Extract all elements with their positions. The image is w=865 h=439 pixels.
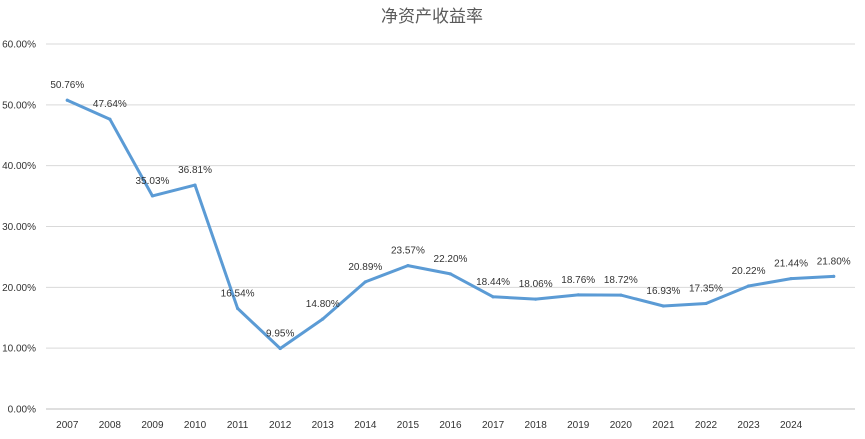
y-tick-label: 60.00% <box>2 40 36 51</box>
data-point <box>321 317 325 321</box>
x-tick-label: 2018 <box>525 420 548 431</box>
data-point <box>491 295 495 299</box>
data-point <box>108 117 112 121</box>
data-point <box>65 98 69 102</box>
data-label: 50.76% <box>50 80 84 91</box>
x-tick-label: 2014 <box>354 420 377 431</box>
data-label: 36.81% <box>178 165 212 176</box>
series-layer <box>65 98 836 351</box>
data-point <box>150 194 155 198</box>
data-point <box>576 293 580 297</box>
data-label: 20.89% <box>348 262 382 273</box>
data-point <box>363 280 367 284</box>
x-tick-label: 2009 <box>141 420 164 431</box>
data-point <box>236 306 240 310</box>
data-point <box>746 284 751 288</box>
data-point <box>704 301 708 306</box>
data-label: 18.44% <box>476 277 510 288</box>
data-point <box>406 264 410 268</box>
data-point <box>534 297 538 301</box>
data-label: 21.44% <box>774 259 808 270</box>
x-axis-ticks: 2007 2008 2009 2010 2011 2012 2013 2014 2015 2016… <box>56 420 803 431</box>
data-label: 17.35% <box>689 283 723 294</box>
x-tick-label: 2015 <box>397 420 420 431</box>
y-tick-label: 50.00% <box>2 100 36 111</box>
data-label: 16.54% <box>221 288 255 299</box>
x-tick-label: 2021 <box>652 420 675 431</box>
x-tick-label: 2023 <box>737 420 760 431</box>
y-axis-ticks: 0.00% 10.00% 20.00% 30.00% 40.00% 50.00% 60.00… <box>2 40 36 416</box>
series-line <box>65 98 836 350</box>
data-label: 23.57% <box>391 246 425 257</box>
data-label: 18.72% <box>604 275 638 286</box>
data-label: 22.20% <box>434 254 468 265</box>
data-point <box>619 293 623 297</box>
y-tick-label: 30.00% <box>2 222 36 233</box>
y-tick-label: 0.00% <box>8 405 36 416</box>
x-tick-label: 2007 <box>56 420 79 431</box>
chart-title: 净资产收益率 <box>381 7 483 27</box>
data-label: 21.80% <box>817 256 851 267</box>
data-point <box>789 276 793 281</box>
x-tick-label: 2022 <box>695 420 718 431</box>
y-tick-label: 10.00% <box>2 344 36 355</box>
x-tick-label: 2012 <box>269 420 292 431</box>
data-label: 18.76% <box>561 275 595 286</box>
y-tick-label: 40.00% <box>2 161 36 172</box>
data-labels: 50.76% 47.64% 35.03% 36.81% 16.54% 9.95% 14.80… <box>50 80 850 339</box>
x-tick-label: 2010 <box>184 420 207 431</box>
x-tick-label: 2024 <box>780 420 803 431</box>
data-label: 16.93% <box>646 286 680 297</box>
x-tick-label: 2013 <box>312 420 335 431</box>
x-tick-label: 2016 <box>439 420 462 431</box>
grid-lines <box>46 43 855 410</box>
data-label: 14.80% <box>306 299 340 310</box>
data-label: 18.06% <box>519 279 553 290</box>
data-label: 9.95% <box>266 328 294 339</box>
data-point <box>661 304 665 308</box>
x-tick-label: 2020 <box>610 420 633 431</box>
x-tick-label: 2017 <box>482 420 505 431</box>
data-label: 35.03% <box>135 176 169 187</box>
data-label: 47.64% <box>93 99 127 110</box>
x-tick-label: 2019 <box>567 420 590 431</box>
y-tick-label: 20.00% <box>2 283 36 294</box>
x-tick-label: 2011 <box>227 420 249 431</box>
data-point <box>278 346 282 351</box>
data-point <box>193 183 197 187</box>
data-point <box>832 274 836 278</box>
data-label: 20.22% <box>732 266 766 277</box>
data-point <box>448 272 453 276</box>
x-tick-label: 2008 <box>99 420 122 431</box>
